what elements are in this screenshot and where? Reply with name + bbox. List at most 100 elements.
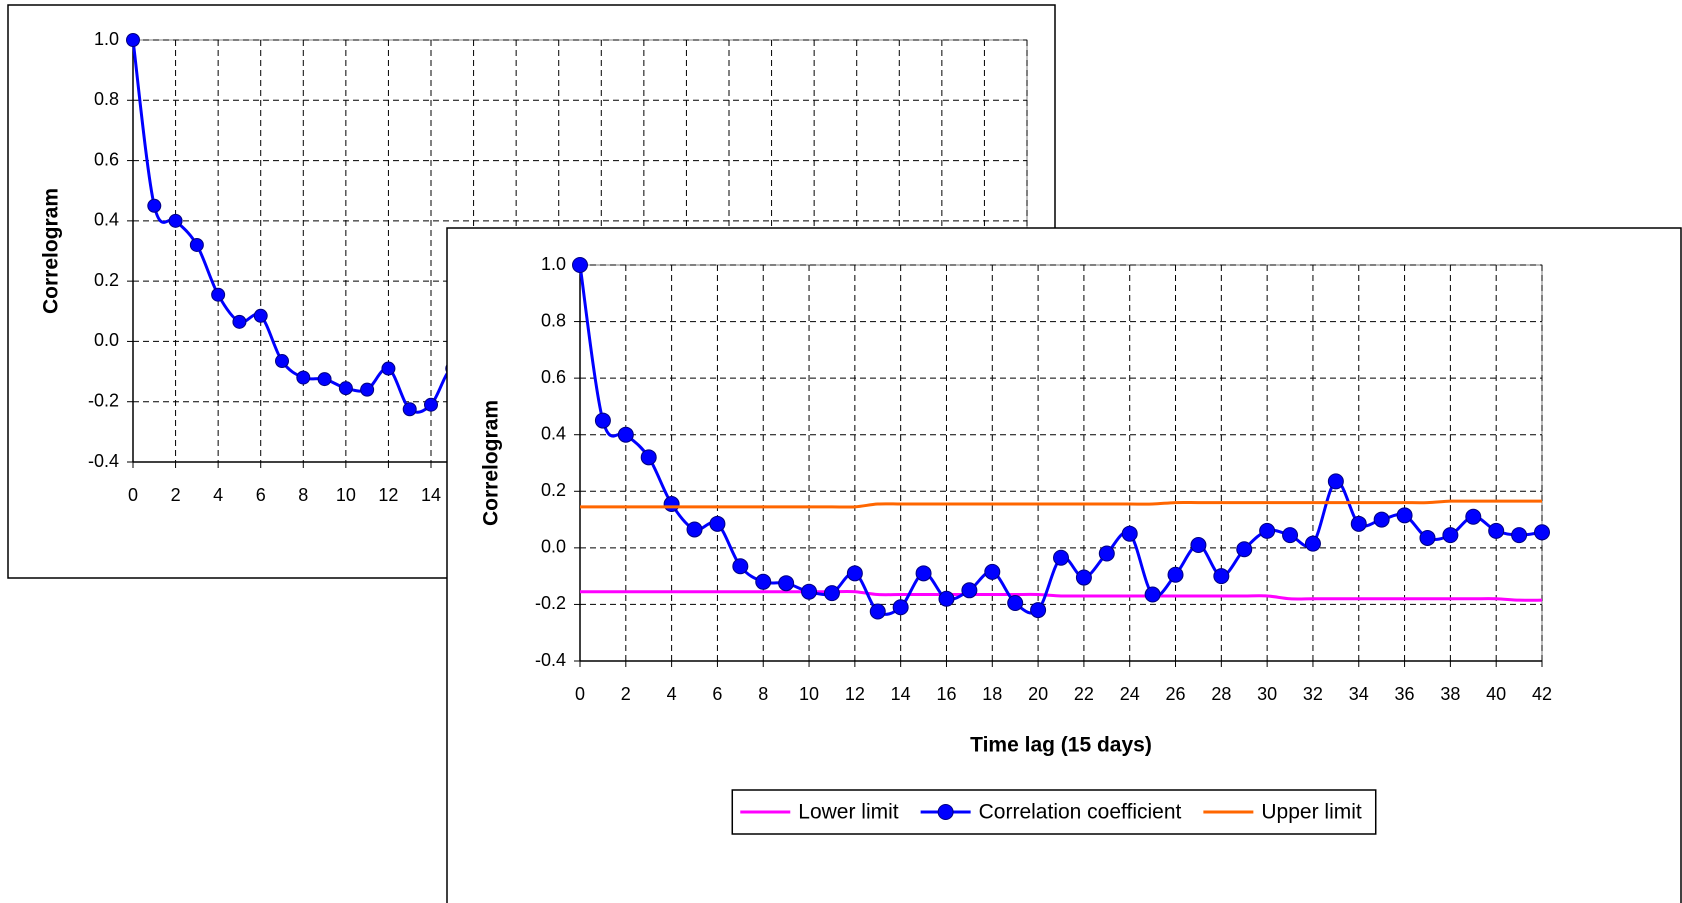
y-axis-title: Correlogram <box>480 400 503 526</box>
x-tick-label: 28 <box>1211 684 1231 704</box>
data-point <box>232 314 247 329</box>
y-tick-label: -0.4 <box>535 650 566 670</box>
x-tick-label: 8 <box>298 485 308 505</box>
data-point <box>869 603 886 620</box>
data-point <box>823 585 840 602</box>
data-point <box>755 573 772 590</box>
x-tick-label: 40 <box>1486 684 1506 704</box>
data-point <box>1327 473 1344 490</box>
data-point <box>1007 595 1024 612</box>
data-point <box>1167 566 1184 583</box>
data-point <box>1053 549 1069 566</box>
data-point <box>1304 535 1321 552</box>
data-point <box>572 257 588 273</box>
x-tick-label: 14 <box>421 485 441 505</box>
data-point <box>402 402 417 417</box>
y-tick-label: 0.4 <box>94 210 119 230</box>
data-point <box>801 583 818 600</box>
data-point <box>1373 511 1390 528</box>
data-point <box>1190 537 1207 554</box>
legend: Lower limit Correlation coefficient Upper … <box>731 789 1377 835</box>
data-point <box>1075 569 1092 586</box>
data-point <box>617 426 634 443</box>
x-tick-label: 36 <box>1395 684 1415 704</box>
x-tick-label: 34 <box>1349 684 1369 704</box>
x-tick-label: 14 <box>891 684 911 704</box>
data-point <box>1396 507 1413 524</box>
data-point <box>709 515 726 532</box>
y-tick-label: 1.0 <box>94 29 119 49</box>
data-point <box>1511 527 1528 544</box>
y-tick-label: -0.2 <box>535 593 566 613</box>
x-tick-label: 22 <box>1074 684 1094 704</box>
data-point <box>1282 527 1299 544</box>
data-point <box>381 361 396 376</box>
y-tick-label: 0.8 <box>94 89 119 109</box>
data-point <box>778 575 795 592</box>
x-tick-label: 10 <box>336 485 356 505</box>
x-tick-label: 38 <box>1440 684 1460 704</box>
y-tick-label: 0.8 <box>541 310 566 330</box>
data-point <box>1098 545 1115 562</box>
x-axis-title: Time lag (15 days) <box>970 734 1152 757</box>
data-point <box>1259 522 1276 539</box>
data-point <box>1488 522 1505 539</box>
y-axis-title: Correlogram <box>40 188 63 314</box>
legend-label: Upper limit <box>1261 801 1362 824</box>
y-tick-label: 0.2 <box>541 480 566 500</box>
series-line <box>580 589 1543 602</box>
x-tick-label: 12 <box>378 485 398 505</box>
data-point <box>168 213 183 228</box>
legend-marker <box>937 804 954 820</box>
series-line <box>580 499 1542 509</box>
x-tick-label: 20 <box>1028 684 1048 704</box>
data-point <box>360 382 375 397</box>
data-point <box>1442 527 1459 544</box>
x-tick-label: 2 <box>621 684 631 704</box>
data-point <box>253 308 268 323</box>
data-point <box>424 397 438 412</box>
data-point <box>1419 529 1436 546</box>
data-point <box>1030 602 1047 619</box>
data-point <box>1213 568 1230 585</box>
y-tick-label: 0.0 <box>541 537 566 557</box>
x-tick-label: 8 <box>758 684 768 704</box>
x-tick-label: 24 <box>1120 684 1140 704</box>
data-point <box>126 33 140 47</box>
data-point <box>1350 515 1367 532</box>
legend-box <box>731 789 1377 835</box>
y-tick-label: -0.4 <box>88 451 119 471</box>
y-tick-label: 0.2 <box>94 270 119 290</box>
y-tick-label: 0.4 <box>541 423 566 443</box>
data-point <box>296 370 311 385</box>
plot-area <box>579 264 1543 662</box>
x-tick-label: 4 <box>667 684 677 704</box>
legend-label: Correlation coefficient <box>979 801 1182 824</box>
x-tick-label: 6 <box>256 485 266 505</box>
data-point <box>686 521 703 538</box>
y-tick-label: 0.6 <box>541 367 566 387</box>
data-point <box>640 449 657 466</box>
data-point <box>189 237 204 252</box>
data-point <box>275 354 289 369</box>
data-point <box>211 287 226 302</box>
x-tick-label: 12 <box>845 684 865 704</box>
x-tick-label: 30 <box>1257 684 1277 704</box>
x-tick-label: 0 <box>575 684 585 704</box>
x-tick-label: 16 <box>936 684 956 704</box>
data-point <box>732 558 749 575</box>
data-point <box>984 563 1001 580</box>
data-point <box>1236 541 1253 558</box>
x-tick-label: 26 <box>1166 684 1186 704</box>
y-tick-label: 0.0 <box>94 330 119 350</box>
x-tick-label: 18 <box>982 684 1002 704</box>
data-point <box>338 381 353 396</box>
x-tick-label: 32 <box>1303 684 1323 704</box>
x-tick-label: 6 <box>712 684 722 704</box>
data-point <box>317 372 332 387</box>
data-point <box>892 599 909 616</box>
y-tick-label: -0.2 <box>88 390 119 410</box>
data-point <box>594 412 611 429</box>
